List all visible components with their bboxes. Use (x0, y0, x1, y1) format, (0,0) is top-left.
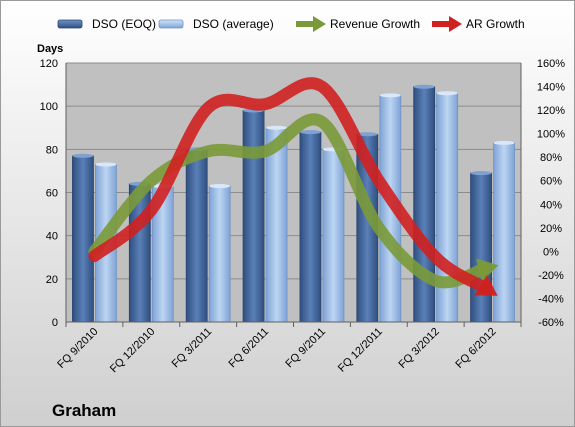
legend-swatch-head-revenue-growth (313, 16, 326, 32)
y-tick-label: 40 (46, 231, 58, 243)
y2-tick-label: 0% (543, 246, 559, 258)
bar-cap (209, 184, 231, 189)
bar-dso-eoq (242, 110, 265, 323)
legend-swatch-dso-average- (158, 19, 184, 29)
y2-tick-label: -60% (538, 317, 564, 329)
y2-tick-label: 160% (537, 58, 565, 70)
y-tick-label: 60 (46, 188, 58, 200)
arrow-head-revenue-growth (476, 258, 499, 282)
y2-tick-label: 60% (540, 176, 562, 188)
bar-cap (356, 132, 378, 137)
bar-dso-average (322, 148, 345, 323)
y-tick-label: 80 (46, 144, 58, 156)
bar-dso-average (265, 127, 288, 323)
y2-tick-label: 100% (537, 129, 565, 141)
company-label: Graham (52, 401, 116, 420)
legend-label-dso-average-: DSO (average) (193, 17, 274, 31)
bar-cap (95, 162, 117, 167)
arrow-line-ar-growth (88, 77, 491, 294)
axes (65, 63, 522, 327)
bar-cap (470, 171, 492, 176)
legend-label-ar-growth: AR Growth (466, 17, 525, 31)
bar-cap (436, 91, 458, 96)
y2-tick-label: -20% (538, 270, 564, 282)
y2-tick-label: 40% (540, 199, 562, 211)
arrow-head-ar-growth (474, 274, 498, 296)
legend-swatch-head-ar-growth (449, 16, 462, 32)
legend: DSO (EOQ) DSO (average) Revenue Growth AR G… (57, 16, 525, 32)
y2-tick-label: 80% (540, 152, 562, 164)
bar-cap (72, 153, 94, 158)
bar-dso-eoq (185, 148, 208, 323)
y-axis-label: Days (37, 43, 63, 55)
y2-tick-label: 140% (537, 82, 565, 94)
bar-cap (413, 84, 435, 89)
bar-cap (266, 125, 288, 130)
bar-cap (299, 130, 321, 135)
y2-tick-label: -40% (538, 293, 564, 305)
bar-dso-eoq (413, 86, 436, 323)
y-tick-label: 100 (40, 101, 58, 113)
legend-label-dso-eoq-: DSO (EOQ) (92, 17, 156, 31)
arrow-line-revenue-growth (88, 113, 490, 289)
y2-tick-label: 120% (537, 105, 565, 117)
bar-dso-average (208, 185, 231, 323)
bar-dso-eoq (299, 131, 322, 323)
bar-cap (379, 93, 401, 98)
bar-cap (493, 140, 515, 145)
y-tick-label: 20 (46, 274, 58, 286)
growth-arrows (88, 77, 499, 296)
bar-dso-eoq (470, 172, 492, 323)
y-tick-label: 0 (52, 317, 58, 329)
legend-swatch-dso-eoq- (57, 19, 83, 29)
y-tick-label: 120 (40, 58, 58, 70)
y2-tick-label: 20% (540, 223, 562, 235)
bar-dso-eoq (72, 155, 94, 323)
legend-label-revenue-growth: Revenue Growth (330, 17, 420, 31)
